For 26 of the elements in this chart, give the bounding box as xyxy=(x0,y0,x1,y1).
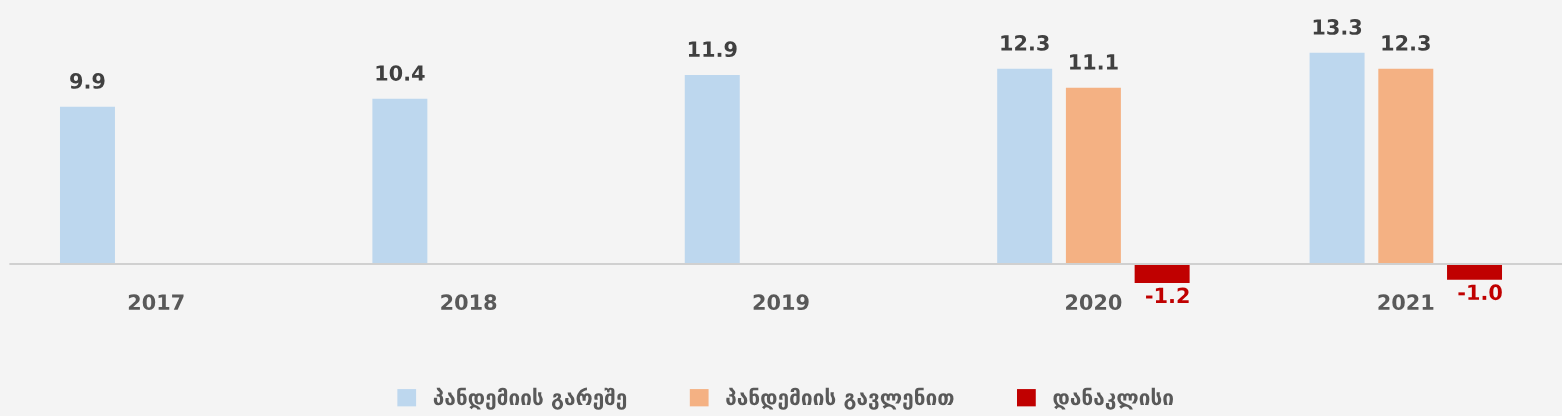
x-tick-label: 2021 xyxy=(1378,294,1434,311)
bar xyxy=(1065,87,1121,264)
bar xyxy=(684,75,740,264)
data-label: 12.3 xyxy=(1382,34,1430,51)
data-label: -1.0 xyxy=(1458,284,1502,301)
x-tick-label: 2020 xyxy=(1066,294,1122,311)
legend-label: პანდემიის გარეშე xyxy=(433,387,627,410)
legend-label: დანაკლისი xyxy=(1053,387,1173,410)
x-tick-label: 2017 xyxy=(128,294,184,311)
data-label: 9.9 xyxy=(70,73,105,89)
data-label: 10.4 xyxy=(376,65,425,81)
legend-label: პანდემიის გავლენით xyxy=(726,387,954,410)
x-tick-label: 2019 xyxy=(753,294,809,311)
bar xyxy=(997,68,1053,264)
data-label: 12.3 xyxy=(1001,34,1049,51)
bar xyxy=(1378,68,1434,264)
x-tick-label: 2018 xyxy=(441,294,497,311)
bar xyxy=(59,106,115,264)
data-label: 13.3 xyxy=(1313,19,1362,35)
bar xyxy=(1309,52,1365,264)
data-label: 11.9 xyxy=(688,41,737,58)
bar xyxy=(372,98,428,264)
bar xyxy=(1447,263,1503,280)
data-label: -1.2 xyxy=(1146,287,1189,304)
data-label: 11.1 xyxy=(1070,54,1118,70)
bar xyxy=(1134,263,1190,284)
